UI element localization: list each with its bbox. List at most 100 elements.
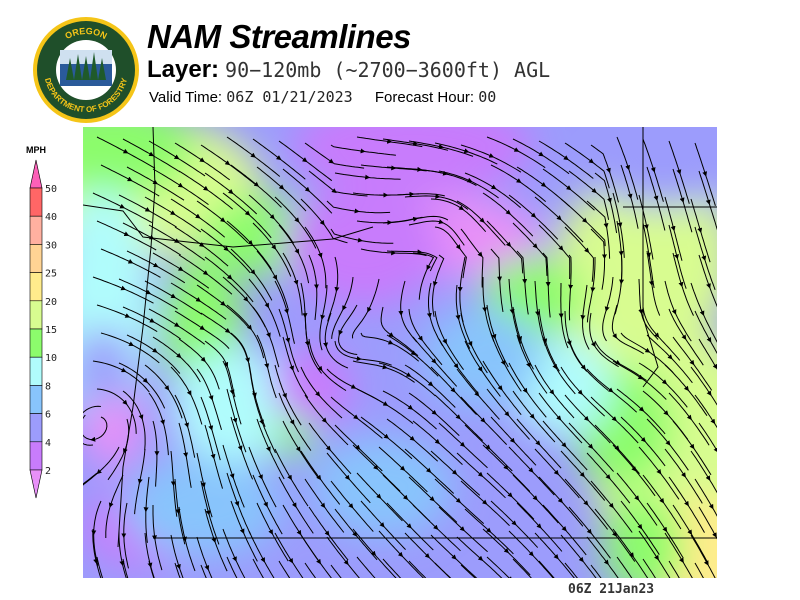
streamline <box>432 254 445 287</box>
streamline <box>390 342 420 362</box>
streamline <box>334 340 362 362</box>
streamline <box>198 300 227 320</box>
streamline <box>298 449 319 478</box>
streamline <box>672 252 684 288</box>
streamline <box>646 250 654 287</box>
streamline <box>514 523 539 548</box>
streamline <box>226 556 238 578</box>
streamline <box>174 478 181 515</box>
streamline <box>611 505 633 533</box>
streamline <box>594 340 621 365</box>
streamline <box>204 256 233 280</box>
streamline <box>594 191 610 220</box>
streamline <box>559 418 583 444</box>
streamline <box>430 198 465 211</box>
streamline <box>211 398 222 431</box>
streamline <box>300 198 325 226</box>
streamline <box>665 529 684 559</box>
streamline <box>323 312 332 348</box>
streamline <box>458 417 484 441</box>
streamline <box>640 527 660 555</box>
legend-tick-label: 15 <box>45 325 57 336</box>
streamline <box>412 420 440 445</box>
streamline <box>704 174 716 206</box>
streamline <box>489 530 514 555</box>
streamline <box>170 450 176 487</box>
streamline <box>438 170 473 183</box>
streamline <box>179 356 201 383</box>
forecast-hour-label: Forecast Hour: <box>374 89 475 106</box>
streamline <box>144 532 153 568</box>
streamline <box>508 446 534 473</box>
streamline <box>126 151 156 169</box>
streamline <box>542 252 551 287</box>
streamline <box>290 477 309 507</box>
streamline <box>512 222 538 249</box>
streamline <box>122 418 130 454</box>
streamline <box>415 143 449 151</box>
streamline <box>196 200 226 223</box>
streamline <box>638 362 668 385</box>
streamline <box>386 249 423 255</box>
streamline <box>173 213 202 233</box>
streamline <box>611 304 618 339</box>
streamline <box>582 317 590 350</box>
streamline <box>564 562 578 578</box>
streamline <box>694 478 714 510</box>
streamline <box>357 210 391 214</box>
streamline <box>541 154 570 175</box>
streamline <box>91 500 102 536</box>
streamline <box>268 335 280 368</box>
streamline <box>210 428 221 461</box>
streamline <box>331 308 344 339</box>
streamline <box>486 220 512 247</box>
streamline <box>226 472 240 507</box>
streamline <box>616 220 624 257</box>
streamline <box>460 144 495 158</box>
streamline <box>274 448 292 481</box>
streamline <box>319 562 332 578</box>
streamline <box>438 338 459 369</box>
streamline <box>590 480 614 509</box>
streamline <box>698 506 717 538</box>
streamline <box>656 198 666 231</box>
streamline <box>143 476 150 513</box>
streamline <box>580 284 588 321</box>
streamline <box>711 506 717 517</box>
streamline <box>589 312 596 348</box>
streamline <box>222 360 235 395</box>
streamline <box>380 306 394 338</box>
streamline <box>637 498 658 526</box>
streamline <box>177 241 205 261</box>
streamline <box>170 534 181 570</box>
streamline <box>464 172 497 190</box>
streamline <box>525 390 547 418</box>
streamline <box>431 384 456 408</box>
streamline <box>282 336 295 371</box>
streamline <box>681 284 694 316</box>
streamline <box>593 344 619 368</box>
streamline <box>297 220 317 249</box>
streamline <box>532 416 556 443</box>
streamline <box>547 284 551 318</box>
streamline <box>460 228 483 258</box>
streamline <box>491 155 522 173</box>
streamline <box>174 562 181 578</box>
streamline <box>378 446 406 471</box>
streamline <box>178 506 187 542</box>
streamline <box>125 402 137 434</box>
streamline <box>500 388 522 416</box>
streamline <box>278 224 300 255</box>
streamline <box>699 230 711 263</box>
streamline <box>651 283 661 316</box>
streamline <box>382 474 409 500</box>
streamline <box>147 209 177 228</box>
streamline <box>96 388 128 406</box>
legend-under-arrow <box>29 469 43 499</box>
streamline <box>92 192 126 209</box>
streamline <box>174 310 206 330</box>
streamline <box>453 390 477 416</box>
streamline <box>646 226 654 260</box>
streamline <box>145 509 148 543</box>
streamline <box>583 367 609 391</box>
